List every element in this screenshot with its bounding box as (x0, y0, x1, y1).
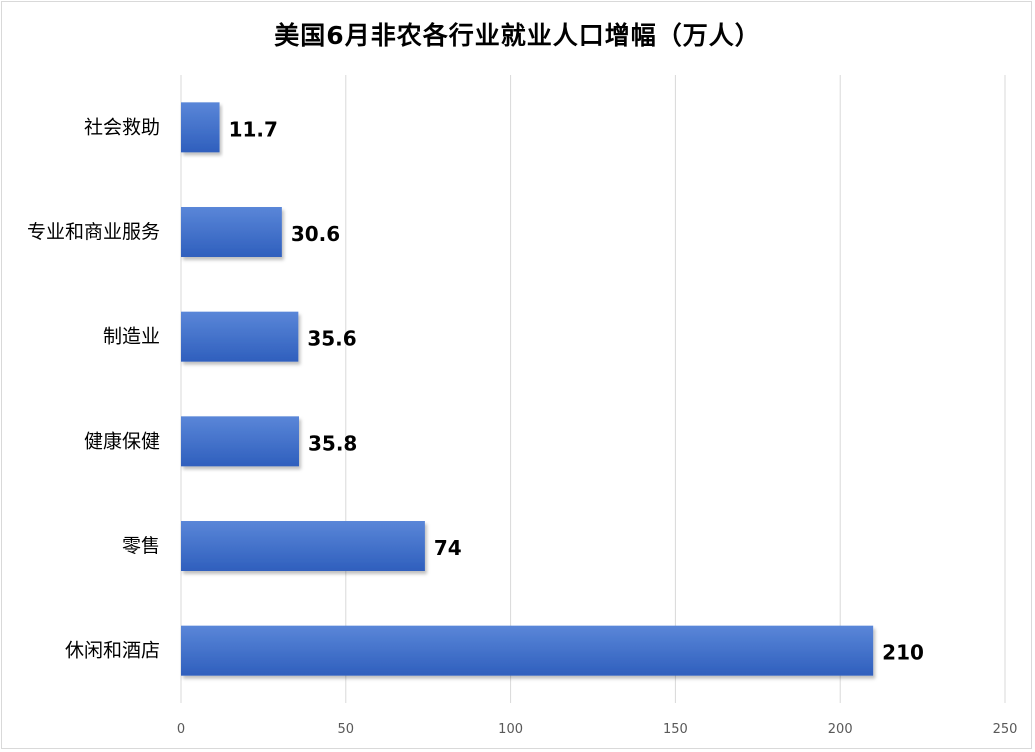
value-label: 11.7 (229, 117, 278, 141)
x-tick-label: 200 (828, 722, 853, 737)
category-label: 社会救助 (84, 116, 160, 138)
value-label: 210 (882, 641, 924, 665)
category-label: 零售 (122, 535, 160, 557)
value-label: 74 (434, 536, 462, 560)
bar (181, 625, 874, 676)
bar (181, 207, 282, 257)
x-tick-label: 100 (498, 722, 523, 737)
value-label: 35.8 (308, 431, 357, 455)
category-label: 专业和商业服务 (27, 221, 160, 243)
value-label: 35.6 (307, 327, 356, 351)
x-tick-label: 50 (338, 722, 355, 737)
chart-title: 美国6月非农各行业就业人口增幅（万人） (274, 21, 761, 50)
bar (181, 521, 425, 571)
x-tick-label: 0 (177, 722, 185, 737)
value-label: 30.6 (291, 222, 340, 246)
category-label: 休闲和酒店 (65, 640, 160, 662)
labels: 0 50 100 150 200 250 社会救助 11.7 专业和商业服务 30.6 制造业 35.… (27, 116, 1017, 737)
x-tick-label: 250 (993, 722, 1018, 737)
bar (181, 102, 220, 153)
bars (181, 102, 874, 676)
bar (181, 416, 299, 467)
gridlines (180, 75, 1006, 703)
category-label: 制造业 (103, 326, 160, 348)
x-tick-label: 150 (663, 722, 688, 737)
bar (181, 311, 299, 362)
category-label: 健康保健 (84, 430, 160, 452)
